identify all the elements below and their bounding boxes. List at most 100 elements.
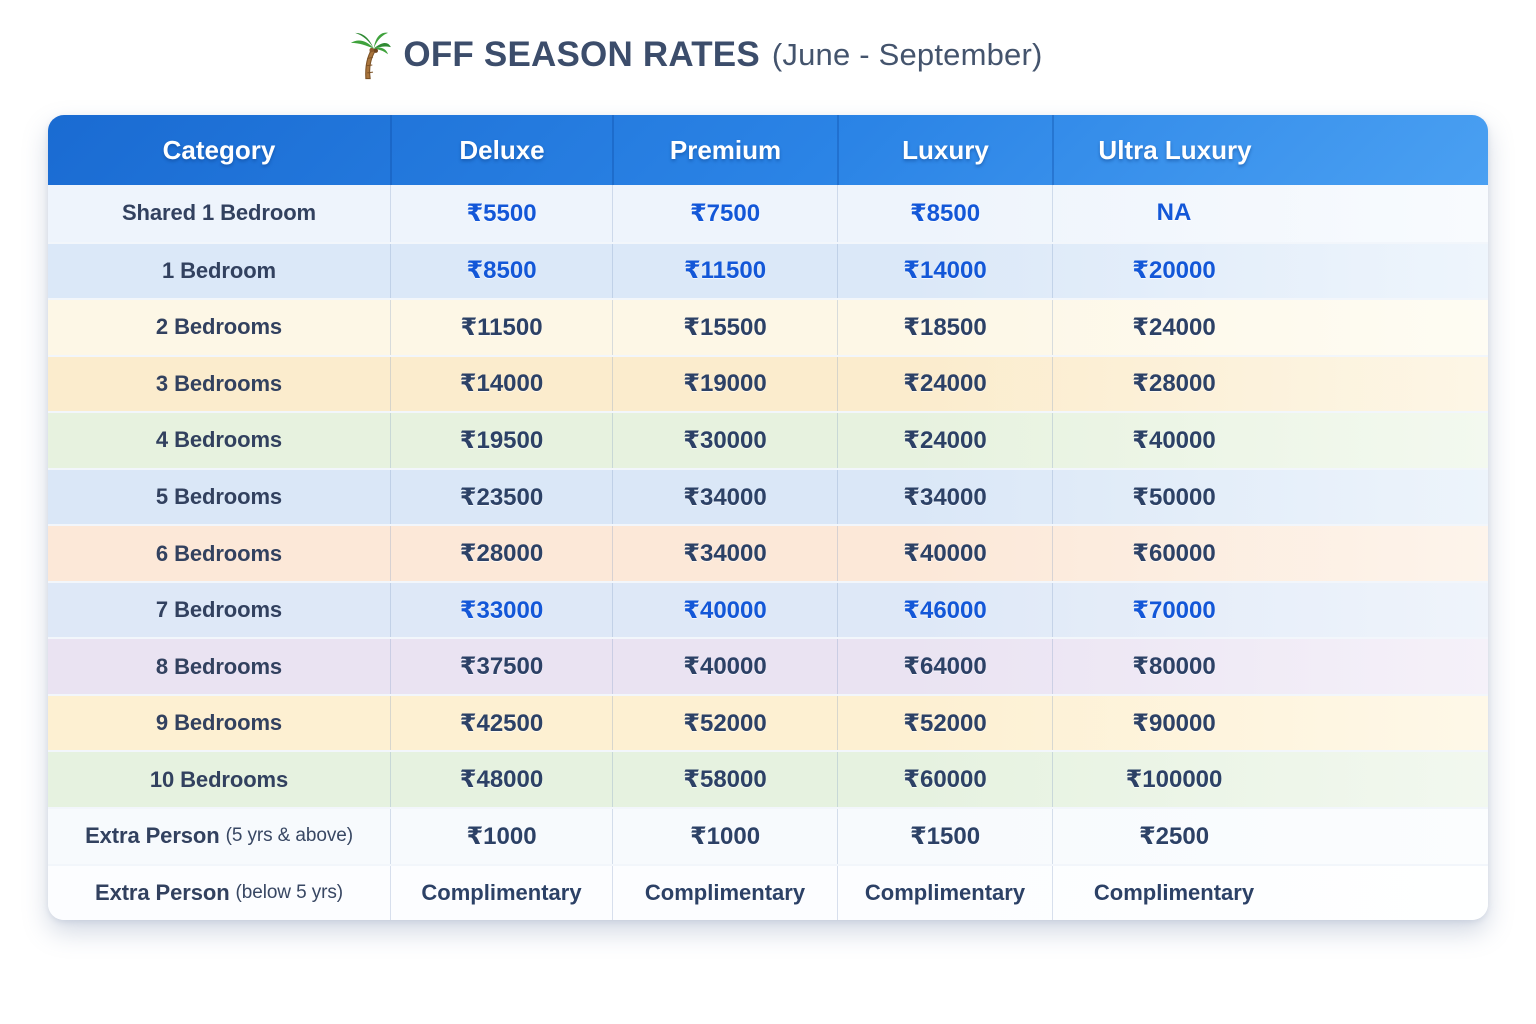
rate-value: ₹40000 [903, 540, 987, 568]
rate-value: ₹50000 [1132, 483, 1216, 511]
rate-value: ₹1000 [466, 822, 537, 850]
rate-value: ₹37500 [459, 653, 544, 681]
rate-cell: ₹30000 [612, 413, 837, 468]
rate-value: ₹11500 [460, 313, 543, 341]
rate-cell: ₹7500 [612, 185, 837, 242]
rate-cell: ₹60000 [1052, 526, 1488, 581]
rate-value: ₹1000 [689, 822, 761, 850]
rate-cell: NA [1052, 185, 1488, 242]
rate-cell: ₹14000 [390, 356, 612, 412]
category-cell: Extra Person (below 5 yrs) [48, 866, 390, 920]
rate-value: ₹40000 [683, 596, 767, 624]
rate-value: ₹64000 [903, 653, 987, 681]
rate-cell: ₹28000 [390, 526, 612, 581]
header-premium: Premium [612, 115, 837, 185]
table-body: Shared 1 Bedroom ₹5500 ₹7500 ₹8500 NA 1 Bedro… [48, 185, 1488, 920]
rate-cell: ₹1500 [837, 809, 1052, 864]
rate-cell: ₹14000 [837, 243, 1052, 299]
table-row: 7 Bedrooms ₹33000 ₹40000 ₹46000 ₹70000 [48, 580, 1488, 638]
rate-cell: ₹24000 [837, 413, 1052, 468]
rate-value: ₹90000 [1132, 709, 1216, 737]
rate-value: ₹60000 [1132, 540, 1216, 568]
rate-cell: ₹24000 [1052, 300, 1488, 355]
rate-cell: ₹34000 [612, 526, 837, 581]
rate-cell: ₹5500 [390, 185, 612, 242]
rate-cell: Complimentary [612, 865, 837, 920]
rate-value: ₹14000 [459, 370, 544, 398]
rate-cell: ₹34000 [612, 469, 837, 525]
category-cell: 7 Bedrooms [48, 583, 390, 638]
rate-value: Complimentary [1093, 879, 1255, 905]
rate-value: ₹28000 [1132, 370, 1216, 398]
category-cell: 4 Bedrooms [48, 413, 390, 468]
rate-cell: ₹52000 [837, 695, 1052, 751]
rate-value: ₹24000 [1132, 313, 1216, 341]
table-row: 5 Bedrooms ₹23500 ₹34000 ₹34000 ₹50000 [48, 467, 1488, 525]
rate-value: ₹40000 [1132, 426, 1216, 454]
table-row: Shared 1 Bedroom ₹5500 ₹7500 ₹8500 NA [48, 185, 1488, 242]
rate-cell: Complimentary [390, 865, 612, 920]
rate-value: ₹7500 [689, 199, 761, 227]
rate-cell: ₹37500 [390, 639, 612, 694]
table-row: 9 Bedrooms ₹42500 ₹52000 ₹52000 ₹90000 [48, 693, 1488, 751]
rate-value: ₹19000 [683, 370, 767, 398]
rate-cell: ₹46000 [837, 582, 1052, 638]
rate-value: ₹30000 [683, 426, 767, 454]
rate-value: Complimentary [644, 879, 806, 905]
rate-cell: ₹60000 [837, 752, 1052, 808]
table-row: 4 Bedrooms ₹19500 ₹30000 ₹24000 ₹40000 [48, 411, 1488, 468]
rate-cell: ₹15500 [612, 300, 837, 355]
category-label: 7 Bedrooms [155, 597, 283, 623]
rate-value: ₹60000 [903, 766, 987, 794]
rate-cell: ₹90000 [1052, 695, 1488, 751]
rate-value: ₹1500 [909, 822, 981, 850]
category-note: (below 5 yrs) [235, 881, 344, 903]
category-cell: 2 Bedrooms [48, 300, 390, 355]
rate-cell: ₹20000 [1052, 243, 1488, 299]
category-cell: 8 Bedrooms [48, 639, 390, 694]
rate-value: ₹24000 [903, 370, 987, 398]
rate-value: ₹20000 [1132, 257, 1216, 285]
rate-value: ₹100000 [1125, 766, 1223, 794]
rate-cell: ₹42500 [390, 695, 612, 751]
rate-cell: ₹34000 [837, 469, 1052, 525]
rate-cell: ₹24000 [837, 356, 1052, 412]
rate-cell: ₹40000 [612, 582, 837, 638]
rate-value: ₹34000 [683, 483, 767, 511]
table-row: 6 Bedrooms ₹28000 ₹34000 ₹40000 ₹60000 [48, 524, 1488, 581]
rate-cell: ₹11500 [390, 300, 612, 355]
category-cell: 6 Bedrooms [48, 526, 390, 581]
rate-value: ₹42500 [459, 709, 544, 737]
page-title: OFF SEASON RATES (June - September) [0, 30, 1462, 80]
palm-tree-icon [351, 32, 392, 80]
category-cell: 10 Bedrooms [48, 752, 390, 807]
rate-cell: ₹64000 [837, 639, 1052, 694]
rate-cell: ₹48000 [390, 752, 612, 808]
rate-value: ₹46000 [903, 596, 987, 624]
header-deluxe: Deluxe [390, 115, 612, 185]
rate-value: ₹48000 [459, 766, 544, 794]
category-label: Extra Person [95, 879, 230, 905]
table-row: 8 Bedrooms ₹37500 ₹40000 ₹64000 ₹80000 [48, 637, 1488, 694]
rate-cell: ₹8500 [390, 243, 612, 299]
rate-value: ₹19500 [459, 426, 544, 454]
rate-value: ₹34000 [903, 483, 987, 511]
rate-value: ₹8500 [909, 199, 981, 227]
category-label: 8 Bedrooms [155, 653, 283, 679]
category-label: 9 Bedrooms [155, 710, 283, 736]
header-luxury: Luxury [837, 115, 1052, 185]
rate-cell: ₹19500 [390, 413, 612, 468]
rate-cell: ₹18500 [837, 300, 1052, 355]
rates-table: Category Deluxe Premium Luxury Ultra Lux… [48, 115, 1488, 920]
rate-cell: Complimentary [837, 865, 1052, 920]
rate-value: ₹33000 [459, 596, 544, 624]
category-label: 3 Bedrooms [155, 370, 283, 396]
rate-cell: ₹33000 [390, 582, 612, 638]
category-label: 2 Bedrooms [155, 314, 283, 340]
table-row: 10 Bedrooms ₹48000 ₹58000 ₹60000 ₹100000 [48, 750, 1488, 808]
rate-cell: Complimentary [1052, 865, 1488, 920]
rate-value: Complimentary [864, 879, 1026, 905]
rate-value: ₹34000 [683, 540, 767, 568]
rate-cell: ₹19000 [612, 356, 837, 412]
table-row: Extra Person (5 yrs & above) ₹1000 ₹1000 ₹15… [48, 807, 1488, 864]
